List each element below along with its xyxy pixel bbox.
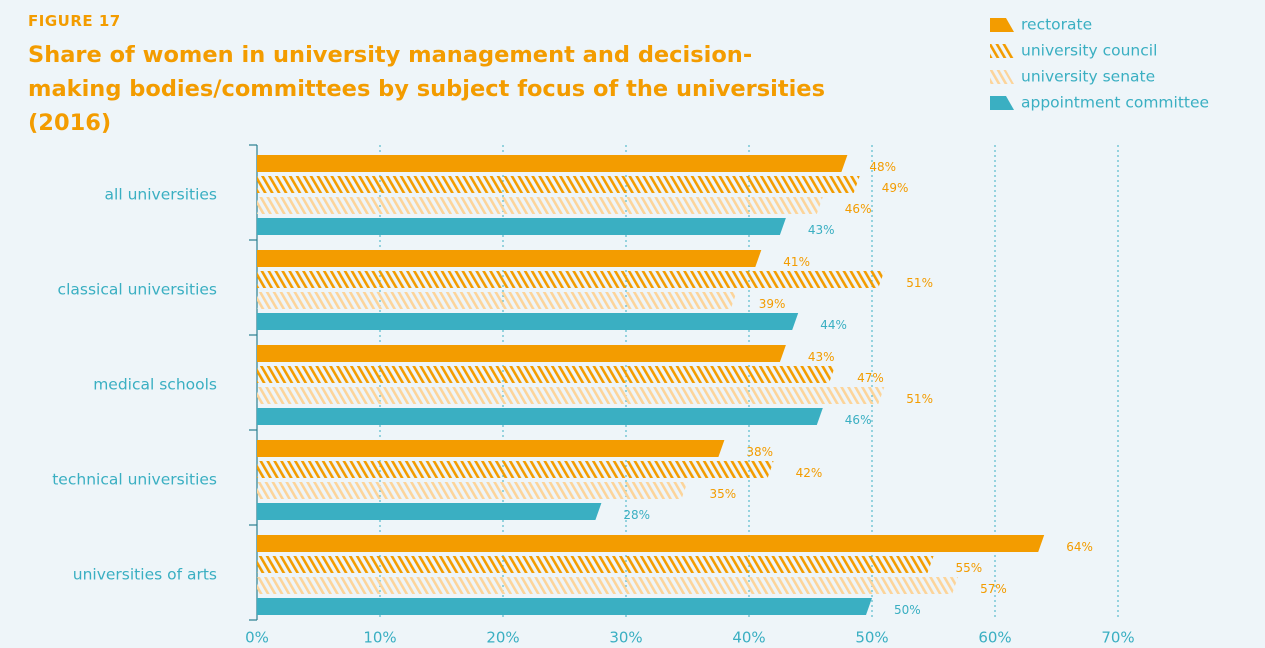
value-label: 46% — [845, 202, 872, 216]
value-label: 35% — [710, 487, 737, 501]
legend-label: university senate — [1021, 68, 1155, 86]
bar — [257, 535, 1045, 552]
value-label: 57% — [980, 582, 1007, 596]
bar — [257, 366, 836, 383]
bar — [257, 598, 872, 615]
value-label: 39% — [759, 297, 786, 311]
value-label: 64% — [1066, 540, 1093, 554]
category-label: all universities — [105, 186, 217, 204]
category-label: technical universities — [52, 471, 217, 489]
bar — [257, 503, 602, 520]
legend-swatch — [990, 96, 1014, 110]
value-label: 43% — [808, 350, 835, 364]
legend-swatch — [990, 18, 1014, 32]
x-tick-label: 40% — [732, 629, 765, 647]
bar — [257, 155, 848, 172]
value-label: 48% — [869, 160, 896, 174]
value-label: 42% — [796, 466, 823, 480]
bar — [257, 218, 786, 235]
bar — [257, 197, 823, 214]
bar — [257, 440, 725, 457]
bar — [257, 345, 786, 362]
bar — [257, 556, 934, 573]
value-label: 46% — [845, 413, 872, 427]
bar — [257, 482, 688, 499]
category-label: universities of arts — [73, 566, 217, 584]
legend-swatch — [990, 70, 1014, 84]
bar — [257, 313, 799, 330]
value-label: 44% — [820, 318, 847, 332]
value-label: 55% — [956, 561, 983, 575]
x-tick-label: 50% — [855, 629, 888, 647]
value-label: 38% — [746, 445, 773, 459]
figure-label: FIGURE 17 — [28, 12, 121, 30]
bar — [257, 408, 823, 425]
category-label: medical schools — [93, 376, 217, 394]
bar — [257, 176, 860, 193]
category-label: classical universities — [58, 281, 217, 299]
legend-label: appointment committee — [1021, 94, 1209, 112]
x-tick-label: 70% — [1101, 629, 1134, 647]
x-tick-label: 60% — [978, 629, 1011, 647]
value-label: 51% — [906, 392, 933, 406]
value-label: 43% — [808, 223, 835, 237]
bar — [257, 387, 885, 404]
x-tick-label: 10% — [363, 629, 396, 647]
value-label: 47% — [857, 371, 884, 385]
x-tick-label: 30% — [609, 629, 642, 647]
value-label: 51% — [906, 276, 933, 290]
value-label: 49% — [882, 181, 909, 195]
bar — [257, 271, 885, 288]
bar — [257, 461, 774, 478]
legend-swatch — [990, 44, 1014, 58]
chart-title: Share of women in university management … — [28, 42, 825, 136]
value-label: 41% — [783, 255, 810, 269]
bar — [257, 250, 762, 267]
legend-label: rectorate — [1021, 16, 1092, 34]
bar — [257, 577, 959, 594]
x-tick-label: 20% — [486, 629, 519, 647]
value-label: 28% — [623, 508, 650, 522]
bar — [257, 292, 737, 309]
x-tick-label: 0% — [245, 629, 269, 647]
legend-label: university council — [1021, 42, 1157, 60]
value-label: 50% — [894, 603, 921, 617]
